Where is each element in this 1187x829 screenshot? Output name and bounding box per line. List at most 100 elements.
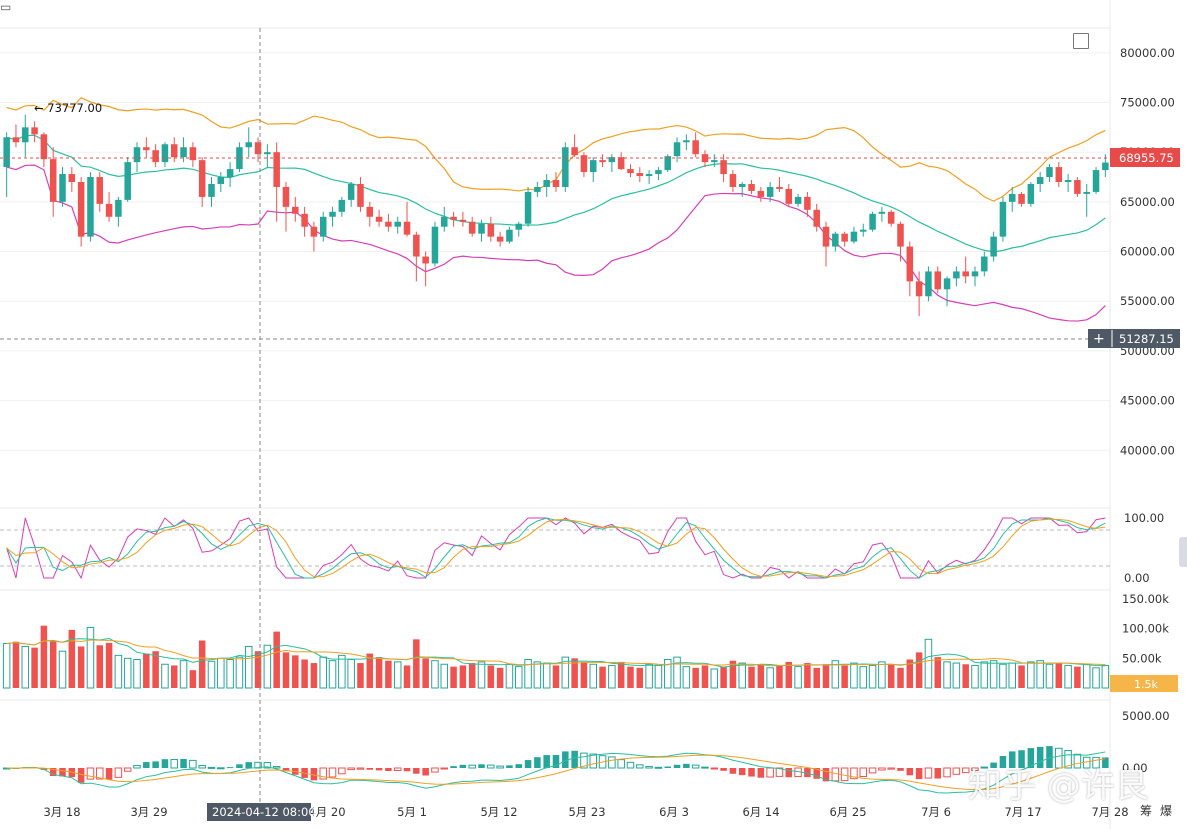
macd-dif-line (6, 751, 1106, 794)
macd-histogram-bar (1036, 746, 1044, 768)
candle (347, 183, 355, 200)
candle (897, 223, 904, 247)
expand-icon[interactable] (1073, 33, 1089, 49)
candle (450, 216, 457, 220)
current-price-tag: 68955.75 (1119, 151, 1174, 165)
candle (599, 160, 606, 163)
candle (394, 221, 401, 227)
candle (1092, 170, 1100, 192)
macd-histogram-bar (571, 750, 578, 768)
candle (459, 219, 467, 222)
macd-histogram-bar (626, 761, 635, 769)
candle (608, 157, 616, 163)
macd-histogram-bar (236, 764, 243, 768)
volume-bar (161, 663, 169, 689)
volume-bar (868, 664, 877, 689)
volume-bar (385, 660, 392, 688)
volume-bar (748, 666, 755, 688)
volume-bar (710, 668, 719, 689)
candle (953, 271, 960, 279)
x-tick-label: 6月 14 (742, 805, 779, 819)
candle (217, 177, 225, 184)
volume-bar (235, 656, 244, 689)
volume-bar (561, 656, 570, 689)
candle (776, 186, 783, 189)
volume-bar (645, 663, 653, 689)
macd-dea-line (6, 754, 1106, 791)
volume-bar (393, 661, 402, 689)
candle (105, 203, 113, 217)
macd-histogram-bar (562, 751, 569, 768)
volume-bar (422, 658, 429, 688)
macd-histogram-bar (720, 768, 727, 771)
stoch-line-d (6, 518, 1106, 578)
volume-bar (533, 661, 542, 689)
volume-bar (924, 638, 933, 689)
crosshair-time-tag: 2024-04-12 08:00 (212, 805, 316, 819)
toolbar-item-burst[interactable]: 爆 (1160, 804, 1172, 818)
volume-bar (68, 629, 76, 688)
volume-bar (366, 653, 374, 688)
candle (832, 233, 839, 247)
candle (1008, 193, 1016, 202)
volume-bar (328, 660, 337, 689)
plus-icon[interactable]: + (1093, 331, 1105, 347)
macd-histogram-bar (468, 764, 476, 769)
macd-histogram-bar (403, 768, 411, 772)
candle (180, 147, 187, 158)
macd-histogram-bar (49, 768, 57, 777)
macd-histogram-bar (664, 766, 671, 768)
volume-bar (282, 652, 290, 688)
toolbar-item-chips[interactable]: 筹 (1140, 804, 1152, 818)
volume-bar (114, 654, 123, 689)
macd-histogram-bar (831, 767, 840, 782)
candle (636, 173, 644, 177)
macd-histogram-bar (189, 759, 197, 769)
macd-histogram-bar (96, 767, 104, 780)
candle (515, 223, 523, 230)
candle (543, 180, 550, 187)
collapse-panel-handle[interactable] (1179, 537, 1187, 567)
macd-histogram-bar (1018, 750, 1025, 768)
volume-bar (450, 666, 457, 688)
x-tick-label: 6月 3 (659, 805, 689, 819)
candle (850, 231, 858, 242)
macd-histogram-bar (1008, 751, 1016, 768)
macd-histogram-bar (710, 767, 719, 770)
volume-bar (1045, 663, 1054, 689)
macd-histogram-bar (1092, 756, 1100, 769)
candle (655, 170, 662, 175)
macd-histogram-bar (887, 767, 895, 770)
macd-histogram-bar (413, 768, 420, 774)
calendar-icon[interactable]: ▭ (0, 0, 12, 14)
candle (133, 147, 141, 163)
candle (1055, 167, 1063, 182)
candle (589, 160, 597, 173)
candle (1027, 183, 1035, 204)
candle (925, 271, 932, 297)
macd-histogram-bar (459, 764, 467, 768)
volume-bar (12, 641, 20, 688)
candle (115, 199, 122, 217)
x-tick-label: 5月 1 (397, 805, 427, 819)
volume-bar (105, 642, 113, 688)
volume-bar (794, 666, 802, 689)
candle (161, 144, 169, 163)
candle (413, 234, 420, 257)
candle (385, 221, 392, 227)
macd-histogram-bar (804, 768, 811, 778)
volume-bar (599, 666, 606, 688)
candle (748, 183, 755, 191)
candle (1074, 180, 1081, 194)
macd-histogram-bar (785, 768, 793, 778)
macd-histogram-bar (338, 767, 346, 775)
volume-bar (580, 661, 588, 688)
candle (729, 174, 737, 187)
volume-bar (338, 654, 346, 689)
volume-bar (496, 667, 504, 688)
volume-bar (654, 664, 663, 689)
macd-histogram-bar (636, 764, 644, 769)
macd-histogram-bar (254, 761, 262, 769)
y-tick-label: 65000.00 (1120, 195, 1175, 209)
